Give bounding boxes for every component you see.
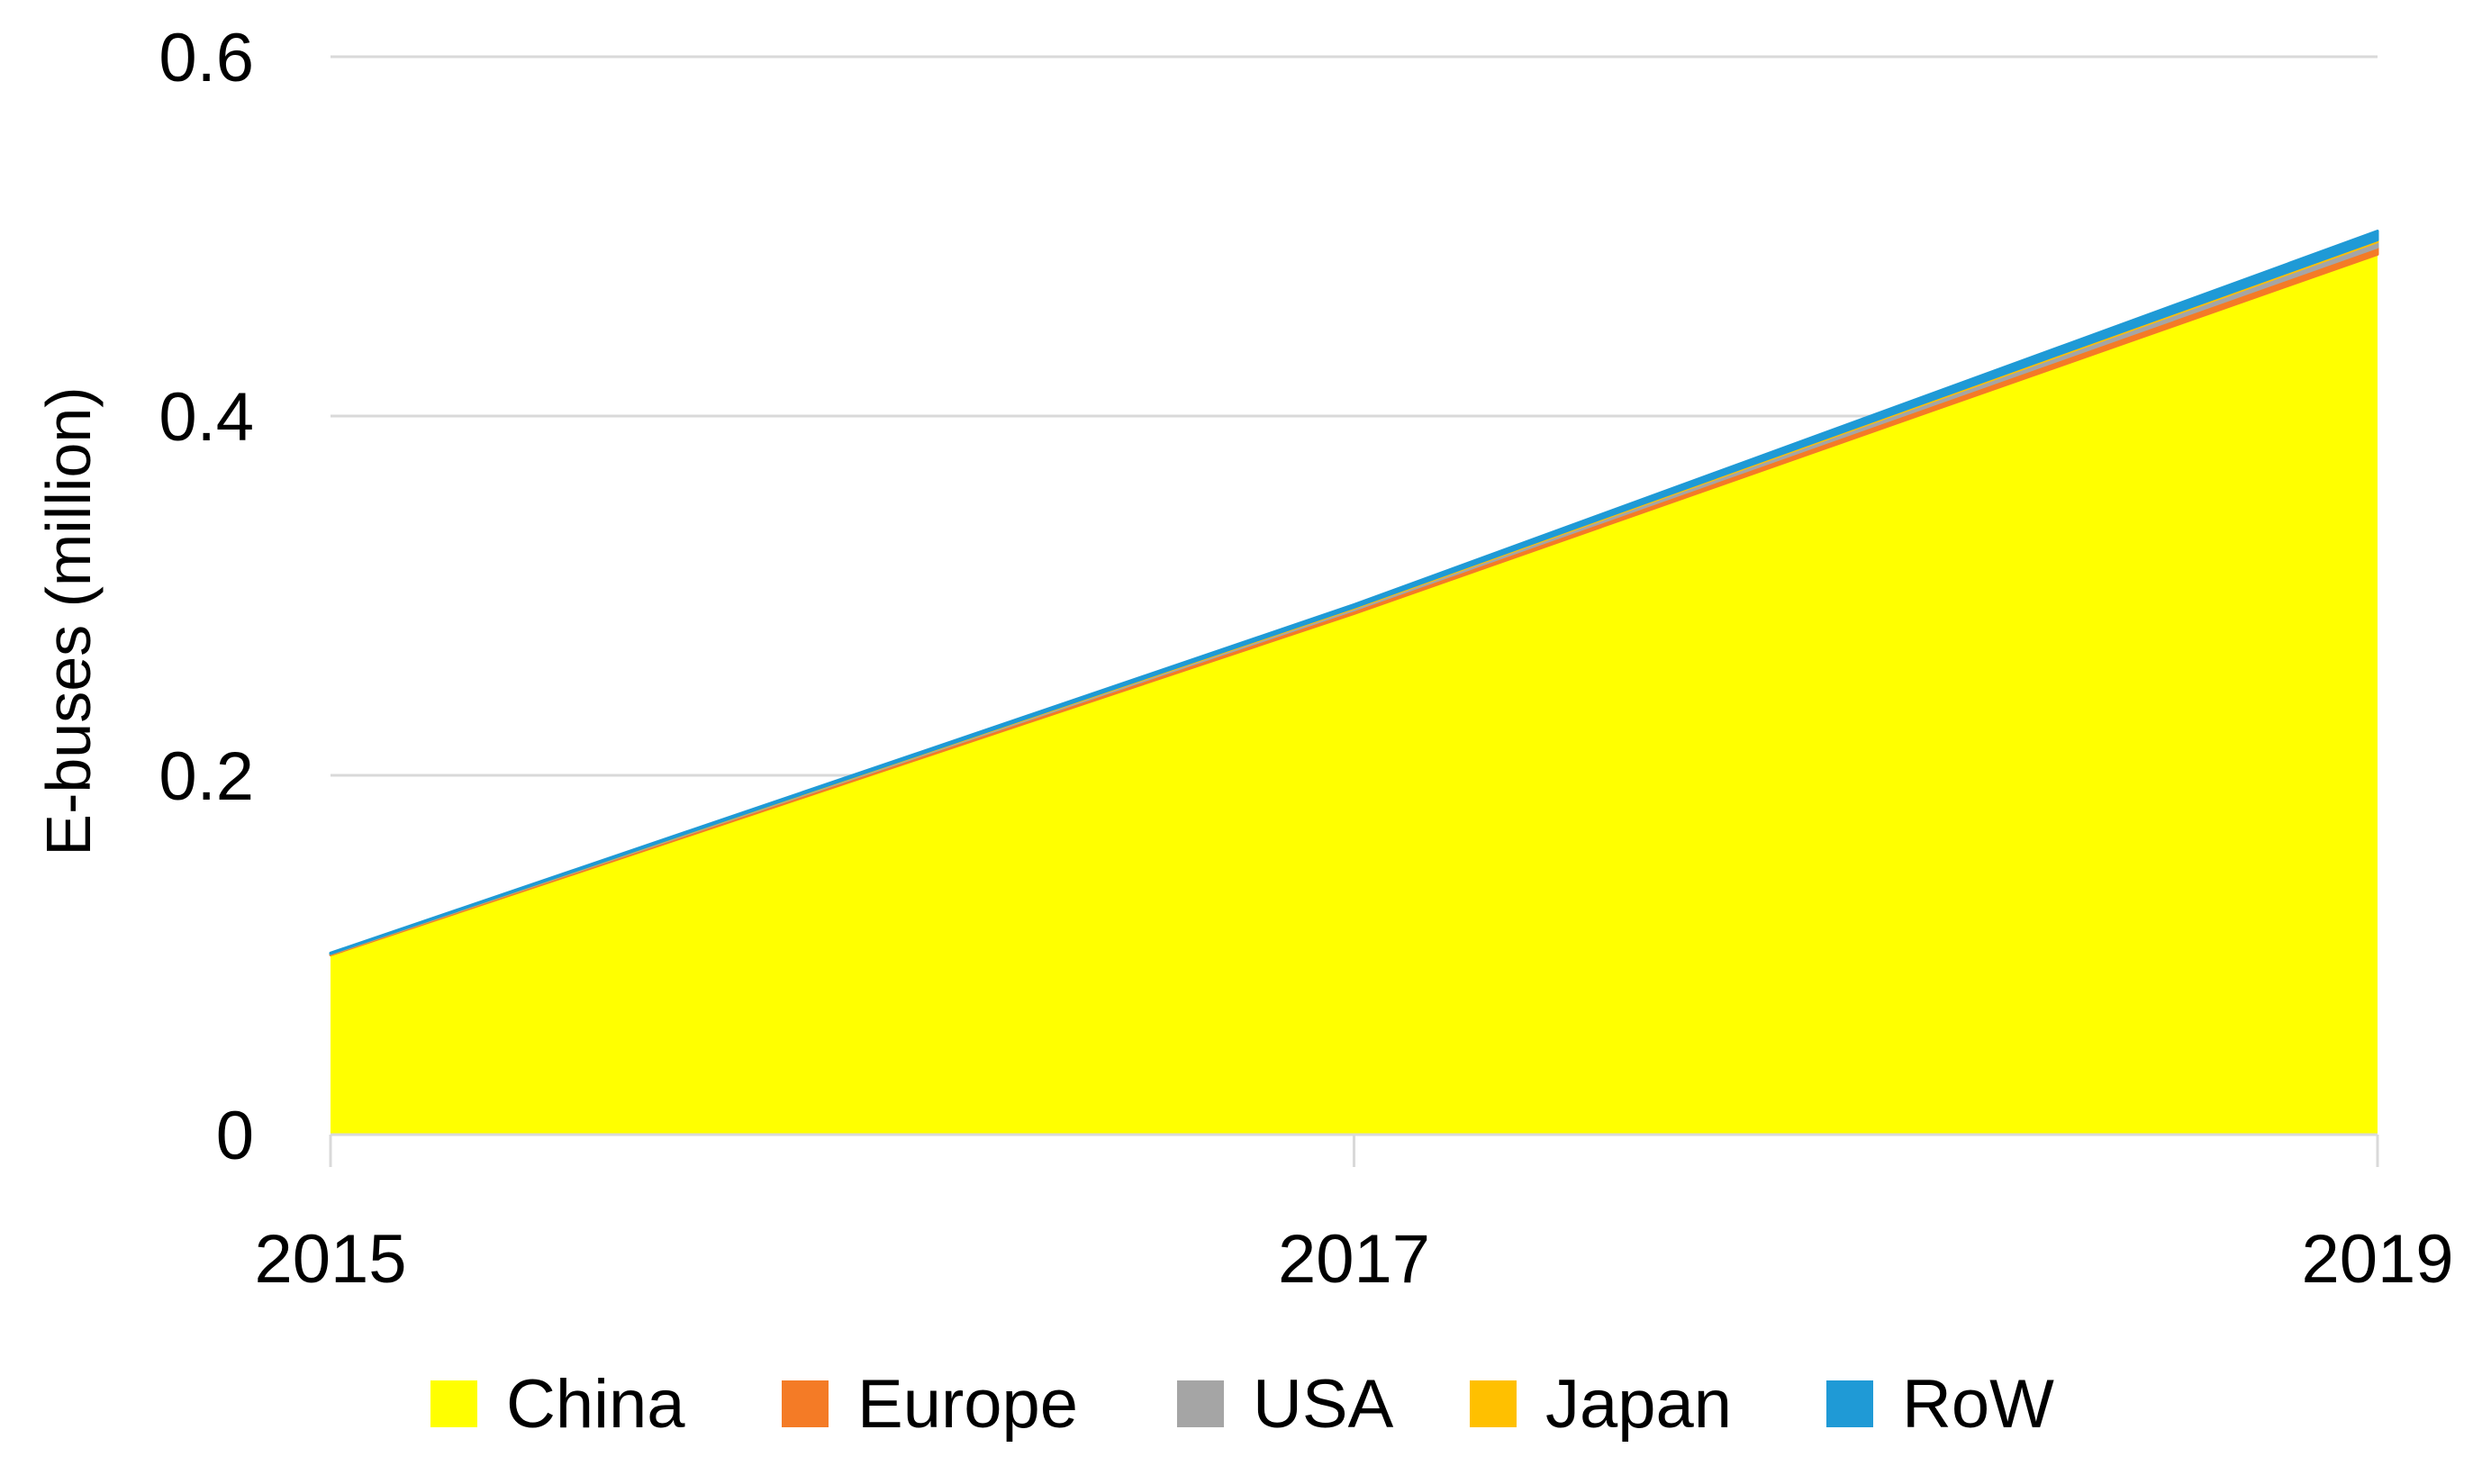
x-axis: [329, 1133, 2379, 1167]
legend-label-japan: Japan: [1545, 1366, 1732, 1443]
legend-swatch-europe: [782, 1380, 829, 1427]
y-tick-label-0: 0: [216, 1098, 254, 1174]
legend-item-china: China: [430, 1366, 685, 1443]
legend-item-usa: USA: [1177, 1366, 1394, 1443]
y-axis-tick-labels: 0 0.2 0.4 0.6: [159, 20, 254, 1174]
legend-swatch-japan: [1470, 1380, 1517, 1427]
legend-swatch-usa: [1177, 1380, 1224, 1427]
legend-label-row: RoW: [1902, 1366, 2054, 1443]
legend-swatch-row: [1826, 1380, 1873, 1427]
legend-label-china: China: [506, 1366, 685, 1443]
legend-item-japan: Japan: [1470, 1366, 1732, 1443]
y-axis-title: E-buses (million): [33, 386, 104, 855]
legend-swatch-china: [430, 1380, 477, 1427]
area-china: [331, 254, 2378, 1135]
x-tick-label-2015: 2015: [254, 1221, 406, 1298]
legend-item-row: RoW: [1826, 1366, 2054, 1443]
y-tick-label-0.4: 0.4: [159, 379, 254, 456]
x-axis-tick-labels: 2015 2017 2019: [254, 1221, 2453, 1298]
area-row: [329, 230, 2379, 955]
x-tick-label-2017: 2017: [1278, 1221, 1430, 1298]
y-tick-label-0.6: 0.6: [159, 20, 254, 96]
legend-label-europe: Europe: [857, 1366, 1078, 1443]
x-tick-label-2019: 2019: [2301, 1221, 2453, 1298]
legend-item-europe: Europe: [782, 1366, 1078, 1443]
legend-label-usa: USA: [1253, 1366, 1394, 1443]
stacked-areas: [329, 230, 2379, 1135]
y-tick-label-0.2: 0.2: [159, 738, 254, 815]
legend: China Europe USA Japan RoW: [430, 1366, 2054, 1443]
